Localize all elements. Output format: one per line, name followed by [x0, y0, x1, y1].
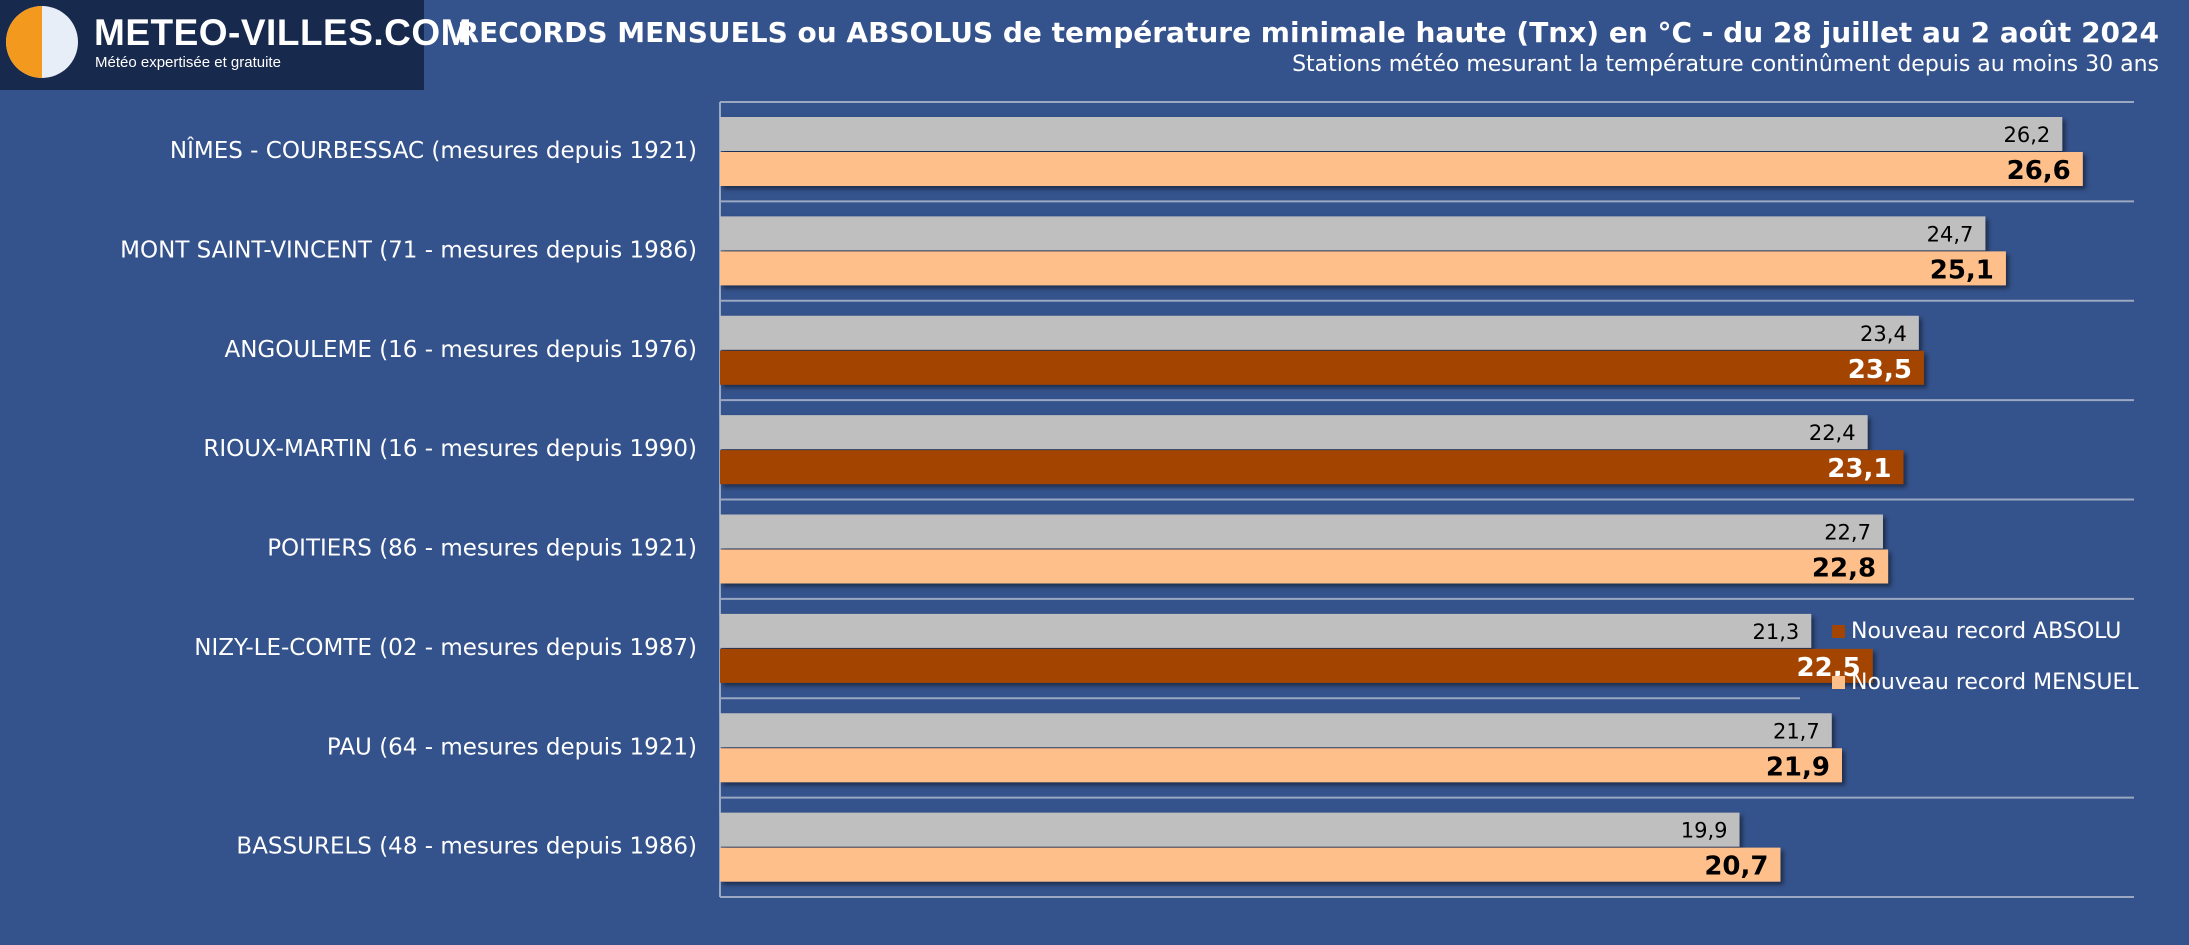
bar-previous-record	[720, 812, 1740, 847]
data-label-new: 26,6	[2007, 156, 2071, 186]
data-label-new: 23,5	[1848, 355, 1912, 385]
data-label-previous: 26,2	[2004, 123, 2051, 147]
gridlines	[719, 101, 2134, 898]
data-label-previous: 21,7	[1773, 719, 1820, 743]
bar-new-record-mensuel	[720, 251, 2006, 286]
bar-previous-record	[720, 117, 2063, 151]
bar-new-record-mensuel	[720, 847, 1781, 882]
bar-new-record-absolu	[720, 350, 1924, 385]
sun-moon-icon	[6, 6, 78, 78]
data-label-previous: 24,7	[1927, 222, 1974, 246]
category-label: BASSURELS (48 - mesures depuis 1986)	[236, 834, 697, 860]
category-label: ANGOULEME (16 - mesures depuis 1976)	[224, 337, 697, 363]
bar-new-record-absolu	[720, 648, 1873, 683]
category-label: POITIERS (86 - mesures depuis 1921)	[267, 536, 697, 562]
data-label-new: 22,5	[1797, 653, 1861, 683]
data-label-previous: 22,4	[1809, 421, 1856, 445]
data-label-new: 22,8	[1812, 554, 1876, 584]
category-label: NÎMES - COURBESSAC (mesures depuis 1921)	[170, 136, 697, 164]
category-label: MONT SAINT-VINCENT (71 - mesures depuis …	[120, 237, 697, 263]
labels: 26,2 26,6 NÎMES - COURBESSAC (mesures depu…	[120, 123, 2071, 882]
bar-new-record-mensuel	[720, 549, 1889, 584]
chart-title: RECORDS MENSUELS ou ABSOLUS de températu…	[457, 16, 2159, 49]
data-label-new: 21,9	[1766, 752, 1830, 782]
bar-previous-record	[720, 514, 1883, 549]
legend-absolu-swatch	[1832, 625, 1845, 638]
bar-previous-record	[720, 216, 1986, 251]
data-label-new: 20,7	[1704, 852, 1768, 882]
legend-mensuel-swatch	[1832, 676, 1845, 689]
brand-tagline: Météo expertisée et gratuite	[95, 54, 281, 71]
bar-previous-record	[720, 315, 1919, 350]
category-label: NIZY-LE-COMTE (02 - mesures depuis 1987)	[194, 635, 697, 661]
category-label: RIOUX-MARTIN (16 - mesures depuis 1990)	[203, 436, 697, 462]
data-label-previous: 19,9	[1681, 819, 1728, 843]
legend-absolu-label: Nouveau record ABSOLU	[1851, 619, 2122, 644]
data-label-previous: 22,7	[1824, 521, 1871, 545]
bar-new-record-absolu	[720, 450, 1904, 485]
data-label-previous: 23,4	[1860, 322, 1907, 346]
bar-previous-record	[720, 713, 1832, 748]
data-label-new: 25,1	[1930, 255, 1994, 285]
category-label: PAU (64 - mesures depuis 1921)	[327, 734, 697, 760]
bar-previous-record	[720, 415, 1868, 450]
data-label-previous: 21,3	[1752, 620, 1799, 644]
legend-mensuel-label: Nouveau record MENSUEL	[1851, 670, 2139, 695]
legend-absolu: Nouveau record ABSOLU	[1832, 619, 2121, 644]
bar-previous-record	[720, 613, 1812, 648]
chart-subtitle: Stations météo mesurant la température c…	[1292, 52, 2159, 77]
data-label-new: 23,1	[1827, 454, 1891, 484]
legend-mensuel: Nouveau record MENSUEL	[1832, 670, 2139, 695]
site-logo[interactable]: METEO-VILLES.COM Météo expertisée et gra…	[0, 0, 472, 90]
bar-new-record-mensuel	[720, 152, 2083, 186]
bars	[720, 117, 2083, 882]
bar-new-record-mensuel	[720, 748, 1842, 783]
brand-name: METEO-VILLES.COM	[94, 12, 472, 53]
